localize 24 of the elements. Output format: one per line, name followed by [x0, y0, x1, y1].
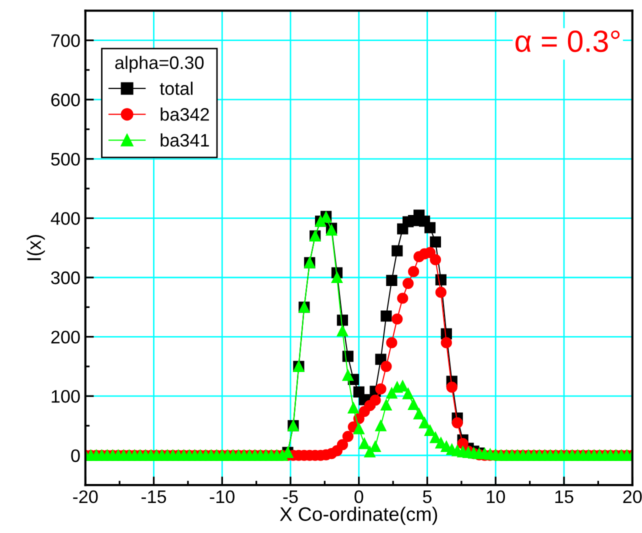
annotation: α = 0.3° [516, 30, 620, 52]
y-tick-label: 500 [51, 152, 80, 166]
x-tick-label: -5 [283, 490, 298, 504]
y-tick-label: 300 [51, 271, 80, 284]
x-tick-label: 15 [555, 490, 574, 504]
y-tick-label: 400 [50, 212, 80, 225]
x-tick-label: -20 [73, 490, 98, 504]
legend-label: ba342 [160, 108, 209, 121]
x-tick-label: -10 [210, 490, 234, 504]
y-tick-label: 700 [51, 34, 80, 48]
x-tick-label: 10 [486, 490, 505, 504]
y-tick-label: 200 [51, 330, 80, 344]
x-axis-title: X Co-ordinate(cm) [280, 506, 438, 525]
y-tick-label: 0 [71, 449, 80, 462]
legend-title: alpha=0.30 [115, 56, 204, 73]
y-tick-label: 600 [51, 94, 80, 106]
legend-label: total [160, 82, 192, 95]
y-tick-label: 100 [52, 390, 80, 403]
x-tick-label: -15 [142, 490, 166, 504]
y-axis-title: I(x) [26, 235, 45, 260]
legend-label: ba341 [160, 133, 209, 147]
x-tick-label: 5 [422, 490, 432, 504]
x-tick-label: 20 [623, 490, 642, 504]
x-tick-label: 0 [354, 490, 364, 504]
